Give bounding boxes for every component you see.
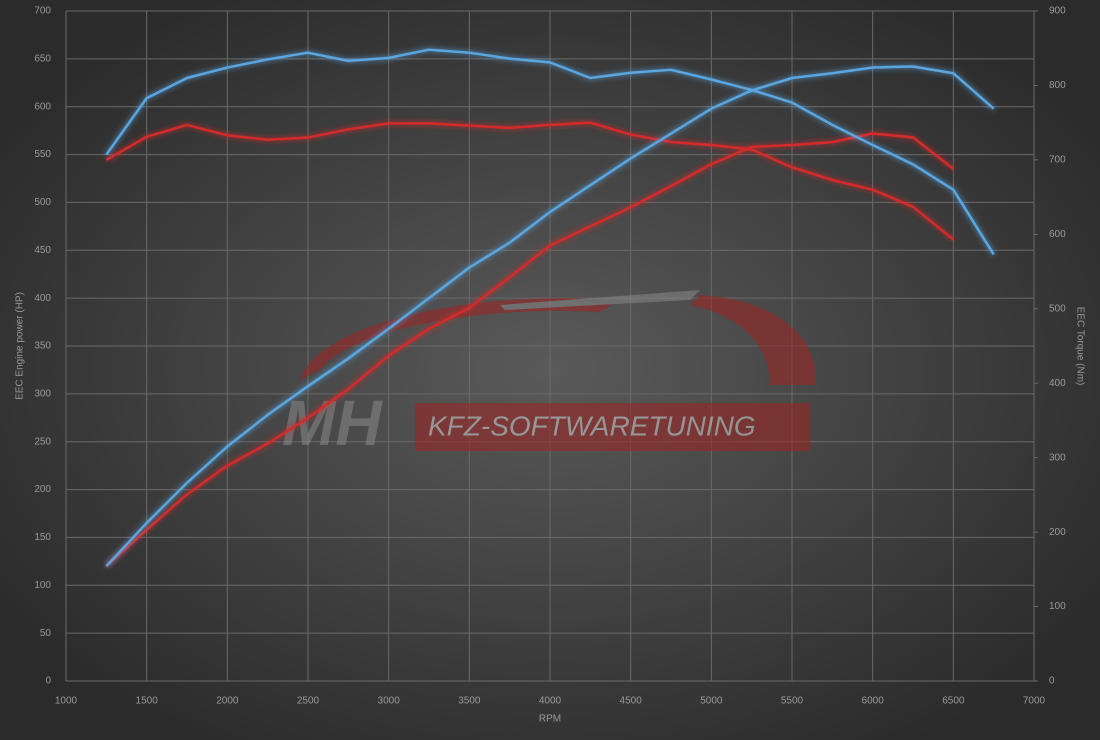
y-tick-label: 600 — [34, 101, 51, 112]
y2-tick-label: 0 — [1049, 676, 1055, 687]
y-tick-label: 200 — [34, 484, 51, 495]
watermark-banner — [415, 403, 810, 451]
x-tick-label: 2000 — [216, 696, 239, 707]
y-tick-label: 550 — [34, 149, 51, 160]
x-tick-label: 5500 — [781, 696, 804, 707]
y-tick-label: 0 — [45, 676, 51, 687]
y-tick-label: 400 — [34, 293, 51, 304]
series-line — [105, 121, 955, 241]
y2-tick-label: 100 — [1049, 601, 1066, 612]
y2-tick-label: 500 — [1049, 303, 1066, 314]
x-tick-label: 3000 — [378, 696, 401, 707]
y-tick-label: 500 — [34, 197, 51, 208]
x-tick-label: 1000 — [55, 696, 78, 707]
x-tick-label: 7000 — [1023, 696, 1046, 707]
grid — [65, 10, 1038, 682]
x-tick-label: 4500 — [620, 696, 643, 707]
watermark-logo: MH — [282, 387, 383, 459]
y-tick-label: 700 — [34, 6, 51, 17]
y2-tick-label: 400 — [1049, 378, 1066, 389]
x-tick-label: 1500 — [136, 696, 159, 707]
y2-tick-label: 600 — [1049, 229, 1066, 240]
x-tick-label: 6000 — [862, 696, 885, 707]
y2-tick-label: 800 — [1049, 80, 1066, 91]
x-tick-label: 4000 — [539, 696, 562, 707]
x-axis-label: RPM — [539, 714, 561, 725]
x-tick-label: 6500 — [942, 696, 965, 707]
watermark-swoosh — [500, 290, 700, 310]
x-tick-label: 2500 — [297, 696, 320, 707]
series-line — [105, 48, 995, 256]
y-tick-label: 250 — [34, 436, 51, 447]
y2-tick-label: 300 — [1049, 452, 1066, 463]
series-line — [105, 65, 995, 567]
y-tick-label: 450 — [34, 245, 51, 256]
y-tick-label: 300 — [34, 388, 51, 399]
y2-axis-label: EEC Torque (Nm) — [1074, 307, 1085, 386]
x-tick-label: 3500 — [458, 696, 481, 707]
y2-tick-label: 700 — [1049, 155, 1066, 166]
y2-tick-label: 900 — [1049, 6, 1066, 17]
x-tick-label: 5000 — [700, 696, 723, 707]
y-tick-label: 150 — [34, 532, 51, 543]
watermark-text: KFZ-SOFTWARETUNING — [428, 410, 756, 441]
y2-tick-label: 200 — [1049, 527, 1066, 538]
y-tick-label: 350 — [34, 341, 51, 352]
watermark-swoosh — [690, 295, 816, 385]
watermark-swoosh — [300, 298, 620, 380]
y-tick-label: 650 — [34, 53, 51, 64]
series-line — [105, 132, 955, 568]
y-tick-label: 100 — [34, 580, 51, 591]
y-tick-label: 50 — [40, 628, 52, 639]
y-axis-label: EEC Engine power (HP) — [15, 292, 26, 400]
